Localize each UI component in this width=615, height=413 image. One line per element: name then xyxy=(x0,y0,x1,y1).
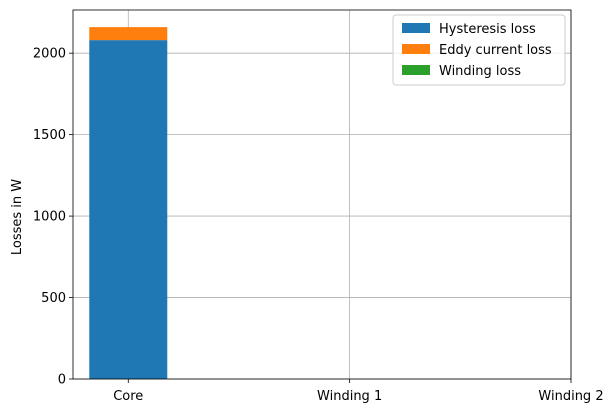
x-tick-label: Core xyxy=(113,389,143,404)
x-tick-label: Winding 2 xyxy=(538,389,603,404)
y-axis-label: Losses in W xyxy=(10,179,25,255)
y-tick-label: 0 xyxy=(58,373,66,388)
legend-swatch xyxy=(402,65,430,75)
x-tick-label: Winding 1 xyxy=(317,389,382,404)
axes xyxy=(72,9,572,380)
y-tick-label: 1500 xyxy=(33,128,66,143)
legend-label: Eddy current loss xyxy=(439,43,552,58)
bars xyxy=(89,27,168,380)
bar-hysteresis-loss-core xyxy=(89,40,168,380)
y-ticks: 0 500 1000 1500 2000 xyxy=(33,47,73,388)
legend-box xyxy=(392,14,566,86)
bar-eddy-current-loss-core xyxy=(89,27,168,41)
y-tick-label: 1000 xyxy=(33,210,66,225)
legend-swatch xyxy=(402,23,430,33)
legend-label: Winding loss xyxy=(439,64,521,79)
legend: Hysteresis loss Eddy current loss Winding … xyxy=(392,14,566,86)
legend-label: Hysteresis loss xyxy=(439,22,536,37)
y-tick-label: 500 xyxy=(41,291,66,306)
x-ticks: Core Winding 1 Winding 2 xyxy=(113,379,604,404)
plot-frame xyxy=(72,9,572,380)
legend-swatch xyxy=(402,44,430,54)
y-tick-label: 2000 xyxy=(33,47,66,62)
